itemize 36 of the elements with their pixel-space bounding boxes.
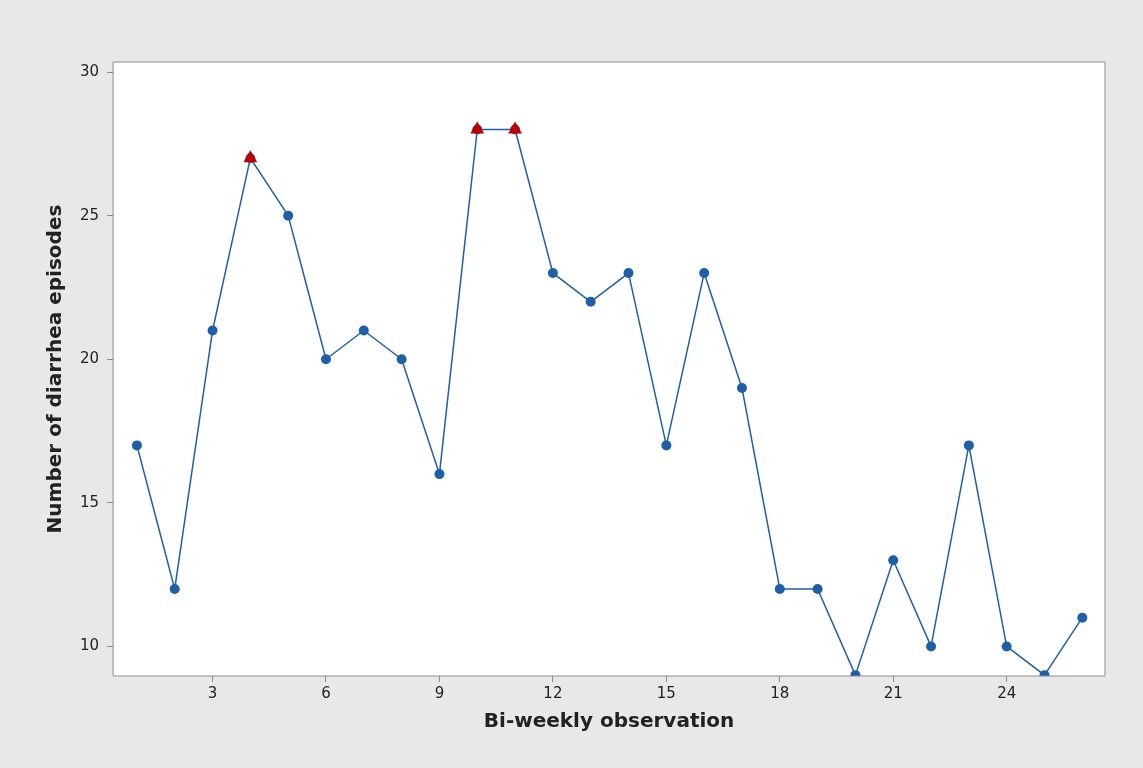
- x-tick-label: 6: [321, 683, 331, 702]
- point: [623, 268, 634, 279]
- y-tick-label: 25: [79, 205, 100, 224]
- x-tick-label: 18: [770, 683, 790, 702]
- point: [585, 296, 596, 307]
- point: [774, 583, 785, 594]
- point: [661, 440, 672, 451]
- x-tick-label: 15: [656, 683, 676, 702]
- x-tick-label: 21: [883, 683, 903, 702]
- point: [207, 325, 218, 336]
- point: [736, 382, 747, 393]
- point: [547, 268, 558, 279]
- point: [926, 641, 937, 652]
- point: [169, 583, 180, 594]
- point: [320, 354, 331, 365]
- point: [1001, 641, 1012, 652]
- point: [434, 469, 445, 480]
- x-tick-label: 12: [543, 683, 563, 702]
- x-axis-title: Bi-weekly observation: [483, 708, 735, 733]
- y-tick-label: 15: [79, 492, 100, 511]
- y-tick-label: 10: [79, 636, 100, 655]
- point: [283, 210, 294, 221]
- x-tick-label: 24: [997, 683, 1017, 702]
- y-tick-label: 30: [79, 61, 100, 80]
- y-tick-label: 20: [79, 349, 100, 368]
- point: [812, 583, 823, 594]
- point: [358, 325, 369, 336]
- x-tick-label: 3: [207, 683, 218, 702]
- point: [699, 268, 710, 279]
- point: [396, 354, 407, 365]
- point: [131, 440, 142, 451]
- point: [888, 555, 899, 566]
- point: [963, 440, 974, 451]
- x-tick-label: 9: [434, 683, 445, 702]
- y-axis-title: Number of diarrhea episodes: [42, 204, 67, 534]
- point: [1077, 612, 1088, 623]
